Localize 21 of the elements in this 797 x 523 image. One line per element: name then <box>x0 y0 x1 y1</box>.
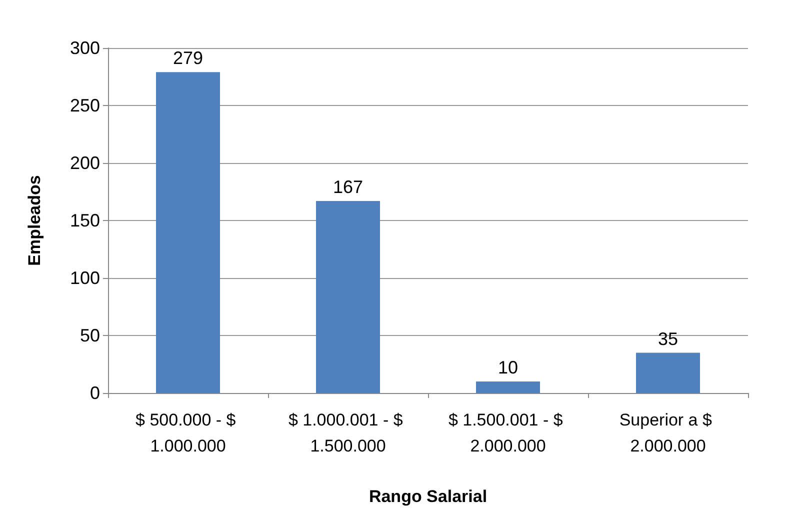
y-tick-label: 150 <box>70 210 100 230</box>
data-label: 35 <box>658 328 678 349</box>
y-tick-label: 0 <box>90 383 100 403</box>
y-tick-label: 200 <box>70 153 100 173</box>
bar <box>156 72 220 393</box>
x-tick-label: $ 500.000 - $ 1.000.000 <box>136 410 240 456</box>
y-tick-label: 250 <box>70 96 100 116</box>
bar <box>636 352 700 393</box>
bar <box>316 200 380 393</box>
x-tick-label: $ 1.000.001 - $ 1.500.000 <box>288 410 408 456</box>
y-axis-title: Empleados <box>25 175 44 266</box>
data-label: 167 <box>332 176 364 197</box>
data-label: 279 <box>172 48 204 68</box>
x-axis-title: Rango Salarial <box>368 487 488 506</box>
bar <box>476 382 540 393</box>
x-tick-label: $ 1.500.001 - $ 2.000.000 <box>448 410 568 456</box>
data-label: 10 <box>498 358 518 378</box>
y-tick-label: 50 <box>80 326 100 346</box>
y-tick-label: 100 <box>70 268 100 288</box>
y-tick-label: 300 <box>70 38 100 58</box>
x-tick-label: Superior a $ 2.000.000 <box>619 410 717 456</box>
